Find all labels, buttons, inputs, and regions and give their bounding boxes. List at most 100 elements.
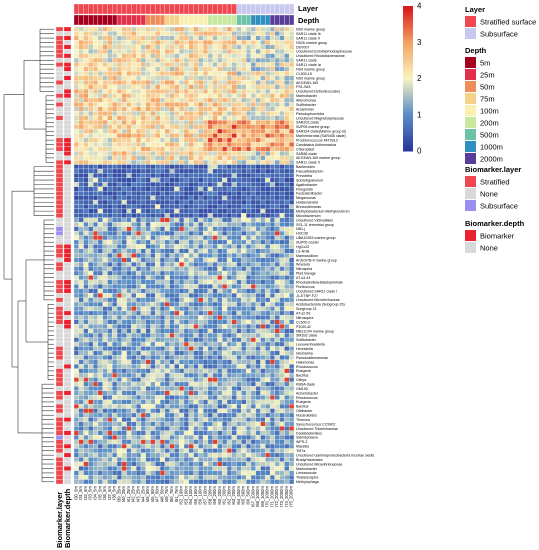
heatmap-cell — [159, 84, 165, 90]
heatmap-cell — [179, 155, 185, 161]
heatmap-cell — [159, 386, 165, 391]
heatmap-cell — [102, 333, 108, 338]
biomarker-layer-cell — [55, 439, 64, 445]
heatmap-cell — [174, 430, 180, 436]
heatmap-cell — [284, 279, 290, 285]
heatmap-cell — [236, 452, 242, 458]
heatmap-cell — [222, 248, 228, 254]
heatmap-cell — [217, 262, 223, 267]
heatmap-cell — [93, 186, 99, 192]
heatmap-cell — [174, 26, 180, 32]
heatmap-cell — [284, 186, 290, 192]
heatmap-cell — [164, 448, 170, 454]
heatmap-cell — [136, 40, 142, 45]
heatmap-cell — [78, 244, 84, 249]
heatmap-cell — [112, 235, 118, 241]
heatmap-cell — [269, 439, 275, 445]
heatmap-cell — [265, 350, 271, 356]
heatmap-cell — [284, 364, 290, 369]
heatmap-cell — [97, 40, 103, 45]
heatmap-cell — [183, 328, 189, 334]
heatmap-cell — [112, 177, 118, 183]
heatmap-cell — [116, 333, 122, 338]
heatmap-cell — [193, 386, 199, 391]
heatmap-cell — [174, 195, 180, 201]
heatmap-cell — [78, 430, 84, 436]
heatmap-cell — [260, 426, 266, 431]
heatmap-cell — [102, 412, 108, 418]
heatmap-cell — [136, 270, 142, 276]
heatmap-cell — [284, 111, 290, 116]
heatmap-cell — [116, 146, 122, 152]
heatmap-cell — [169, 26, 175, 32]
heatmap-cell — [274, 279, 280, 285]
heatmap-cell — [207, 359, 213, 365]
heatmap-cell — [183, 80, 189, 85]
heatmap-cell — [188, 80, 194, 85]
heatmap-cell — [284, 315, 290, 320]
heatmap-cell — [289, 57, 295, 63]
heatmap-cell — [169, 399, 175, 405]
heatmap-cell — [136, 275, 142, 281]
heatmap-cell — [179, 328, 185, 334]
heatmap-cell — [131, 408, 137, 414]
heatmap-cell — [121, 124, 127, 130]
heatmap-cell — [289, 399, 295, 405]
biomarker-depth-cell — [63, 288, 72, 294]
heatmap-cell — [83, 390, 89, 396]
heatmap-cell — [279, 26, 285, 32]
heatmap-cell — [179, 173, 185, 178]
heatmap-cell — [102, 195, 108, 201]
heatmap-cell — [255, 404, 261, 409]
heatmap-cell — [212, 319, 218, 325]
heatmap-cell — [289, 191, 295, 196]
heatmap-cell — [198, 84, 204, 90]
heatmap-cell — [279, 191, 285, 196]
heatmap-cell — [121, 137, 127, 143]
heatmap-cell — [131, 324, 137, 329]
heatmap-cell — [126, 75, 132, 81]
heatmap-cell — [241, 71, 247, 76]
layer-annotation-cell — [236, 3, 242, 15]
heatmap-cell — [145, 97, 151, 103]
heatmap-cell — [250, 310, 256, 316]
heatmap-cell — [73, 341, 79, 347]
heatmap-cell — [78, 186, 84, 192]
biomarker-layer-cell — [55, 137, 64, 143]
heatmap-cell — [203, 120, 209, 125]
heatmap-cell — [246, 213, 252, 218]
heatmap-cell — [164, 279, 170, 285]
heatmap-cell — [107, 310, 113, 316]
heatmap-cell — [284, 120, 290, 125]
heatmap-cell — [145, 40, 151, 45]
heatmap-cell — [207, 186, 213, 192]
heatmap-cell — [159, 293, 165, 298]
heatmap-cell — [88, 244, 94, 249]
biomarker-layer-cell — [55, 226, 64, 232]
heatmap-cell — [274, 80, 280, 85]
heatmap-cell — [116, 230, 122, 236]
heatmap-cell — [107, 239, 113, 245]
heatmap-cell — [88, 443, 94, 449]
biomarker-layer-cell — [55, 253, 64, 258]
heatmap-cell — [260, 133, 266, 139]
heatmap-cell — [150, 368, 156, 374]
biomarker-depth-cell — [63, 253, 72, 258]
heatmap-cell — [255, 372, 261, 378]
heatmap-cell — [260, 346, 266, 352]
heatmap-cell — [231, 346, 237, 352]
heatmap-cell — [250, 421, 256, 427]
heatmap-cell — [107, 128, 113, 134]
heatmap-cell — [246, 421, 252, 427]
heatmap-cell — [136, 319, 142, 325]
heatmap-cell — [126, 324, 132, 329]
heatmap-cell — [183, 106, 189, 112]
heatmap-cell — [269, 93, 275, 99]
heatmap-cell — [217, 443, 223, 449]
heatmap-cell — [260, 381, 266, 387]
heatmap-cell — [164, 173, 170, 178]
heatmap-cell — [73, 310, 79, 316]
heatmap-cell — [222, 346, 228, 352]
heatmap-cell — [131, 337, 137, 343]
heatmap-cell — [112, 297, 118, 303]
